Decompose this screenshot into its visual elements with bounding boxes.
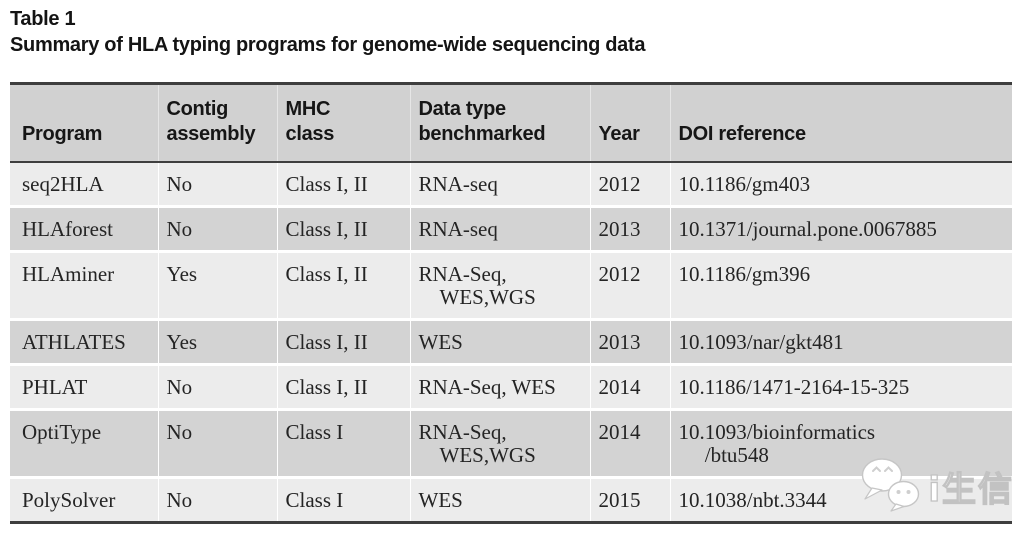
table-row-phlat: PHLAT No Class I, II RNA-Seq, WES 2014 1… — [10, 363, 1012, 410]
cell-mhc: Class I, II — [276, 318, 410, 365]
cell-year: 2013 — [589, 318, 670, 365]
col-header-doi: DOI reference — [669, 83, 1012, 163]
table-row-optitype: OptiType No Class I RNA-Seq, WES,WGS 201… — [10, 408, 1012, 478]
cell-mhc: Class I — [276, 476, 410, 523]
cell-doi: 10.1093/bioinformatics /btu548 — [669, 408, 1012, 478]
cell-program: HLAminer — [10, 250, 158, 320]
cell-contig: No — [157, 476, 277, 523]
cell-program: HLAforest — [10, 205, 158, 252]
cell-program: OptiType — [10, 408, 158, 478]
cell-doi: 10.1038/nbt.3344 — [669, 476, 1012, 523]
cell-doi: 10.1186/1471-2164-15-325 — [669, 363, 1012, 410]
cell-year: 2013 — [589, 205, 670, 252]
hla-typing-programs-table: Program Contig assembly MHC class Data t… — [10, 82, 1012, 524]
cell-datatype: RNA-seq — [409, 162, 590, 207]
table-row-polysolver: PolySolver No Class I WES 2015 10.1038/n… — [10, 476, 1012, 523]
table-row-hlaforest: HLAforest No Class I, II RNA-seq 2013 10… — [10, 205, 1012, 252]
cell-mhc: Class I, II — [276, 205, 410, 252]
col-header-program: Program — [10, 83, 158, 163]
cell-datatype: WES — [409, 318, 590, 365]
col-header-year: Year — [589, 83, 670, 163]
cell-year: 2012 — [589, 162, 670, 207]
table-body: seq2HLA No Class I, II RNA-seq 2012 10.1… — [10, 162, 1012, 523]
cell-contig: No — [157, 363, 277, 410]
table-row-seq2hla: seq2HLA No Class I, II RNA-seq 2012 10.1… — [10, 162, 1012, 207]
cell-doi: 10.1186/gm396 — [669, 250, 1012, 320]
cell-contig: Yes — [157, 250, 277, 320]
cell-mhc: Class I, II — [276, 363, 410, 410]
cell-datatype: RNA-Seq, WES,WGS — [409, 250, 590, 320]
cell-doi: 10.1371/journal.pone.0067885 — [669, 205, 1012, 252]
col-header-contig: Contig assembly — [157, 83, 277, 163]
table-title: Summary of HLA typing programs for genom… — [10, 34, 646, 56]
cell-contig: No — [157, 205, 277, 252]
cell-mhc: Class I, II — [276, 250, 410, 320]
cell-doi: 10.1093/nar/gkt481 — [669, 318, 1012, 365]
table-row-hlaminer: HLAminer Yes Class I, II RNA-Seq, WES,WG… — [10, 250, 1012, 320]
cell-contig: No — [157, 408, 277, 478]
cell-contig: No — [157, 162, 277, 207]
cell-program: seq2HLA — [10, 162, 158, 207]
cell-year: 2012 — [589, 250, 670, 320]
cell-year: 2014 — [589, 363, 670, 410]
cell-mhc: Class I, II — [276, 162, 410, 207]
table-caption: Table 1 Summary of HLA typing programs f… — [10, 6, 1012, 58]
table-row-athlates: ATHLATES Yes Class I, II WES 2013 10.109… — [10, 318, 1012, 365]
cell-year: 2014 — [589, 408, 670, 478]
cell-doi: 10.1186/gm403 — [669, 162, 1012, 207]
cell-datatype: WES — [409, 476, 590, 523]
cell-program: PolySolver — [10, 476, 158, 523]
cell-mhc: Class I — [276, 408, 410, 478]
table-label: Table 1 — [10, 8, 76, 30]
cell-contig: Yes — [157, 318, 277, 365]
cell-program: ATHLATES — [10, 318, 158, 365]
cell-program: PHLAT — [10, 363, 158, 410]
col-header-data-type: Data type benchmarked — [409, 83, 590, 163]
cell-datatype: RNA-seq — [409, 205, 590, 252]
cell-datatype: RNA-Seq, WES,WGS — [409, 408, 590, 478]
header-row: Program Contig assembly MHC class Data t… — [10, 83, 1012, 163]
cell-datatype: RNA-Seq, WES — [409, 363, 590, 410]
cell-year: 2015 — [589, 476, 670, 523]
col-header-mhc-class: MHC class — [276, 83, 410, 163]
table-header: Program Contig assembly MHC class Data t… — [10, 83, 1012, 163]
